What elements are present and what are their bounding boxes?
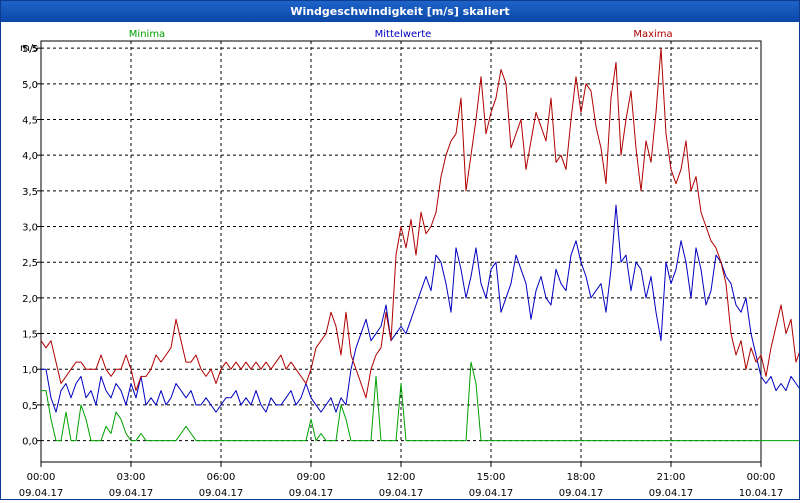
x-tick-time: 21:00	[657, 472, 686, 483]
x-tick-labels: 00:00 09.04.17 03:00 09.04.17 06:00 09.04.17 0…	[19, 472, 784, 499]
series-line-minima	[41, 361, 800, 442]
chart-area: Minima Mittelwerte Maxima m/s 0,0 0,5 1,0 1…	[1, 22, 800, 499]
x-tick-date: 10.04.17	[739, 488, 784, 499]
x-tick-date: 09.04.17	[199, 488, 244, 499]
y-tick-label: 1,0	[22, 365, 38, 376]
series-lines	[40, 47, 800, 442]
y-tick-label: 0,5	[22, 401, 38, 412]
y-tick-label: 2,5	[22, 258, 38, 269]
wind-speed-chart: Minima Mittelwerte Maxima m/s 0,0 0,5 1,0 1…	[19, 29, 800, 499]
y-tick-label: 5,5	[22, 44, 38, 55]
legend-minima: Minima	[129, 29, 165, 40]
x-tick-date: 09.04.17	[289, 488, 334, 499]
y-tick-labels: 0,0 0,5 1,0 1,5 2,0 2,5 3,0 3,5 4,0 4,5 5,0 5,5	[22, 44, 38, 447]
x-tick-time: 03:00	[117, 472, 146, 483]
x-tick-time: 15:00	[477, 472, 506, 483]
x-tick-time: 06:00	[207, 472, 236, 483]
x-tick-date: 09.04.17	[379, 488, 424, 499]
legend-maxima: Maxima	[633, 29, 672, 40]
y-tick-label: 0,0	[22, 437, 38, 448]
x-tick-date: 09.04.17	[649, 488, 694, 499]
x-tick-time: 00:00	[747, 472, 776, 483]
x-tick-date: 09.04.17	[559, 488, 604, 499]
x-tick-time: 00:00	[27, 472, 56, 483]
y-tick-label: 5,0	[22, 80, 38, 91]
y-tick-label: 4,0	[22, 151, 38, 162]
y-tick-label: 3,0	[22, 223, 38, 234]
plot-frame	[40, 40, 762, 463]
x-tick-time: 09:00	[297, 472, 326, 483]
y-tick-label: 1,5	[22, 330, 38, 341]
x-tick-date: 09.04.17	[469, 488, 514, 499]
y-tick-label: 4,5	[22, 115, 38, 126]
y-axis-unit-label: m/s	[20, 43, 38, 54]
series-line-maxima	[40, 47, 800, 399]
x-tick-time: 18:00	[567, 472, 596, 483]
y-tick-label: 2,0	[22, 294, 38, 305]
x-tick-date: 09.04.17	[109, 488, 154, 499]
window-title: Windgeschwindigkeit [m/s] skaliert	[1, 1, 799, 22]
x-tick-time: 12:00	[387, 472, 416, 483]
y-tick-label: 3,5	[22, 187, 38, 198]
x-tick-date: 09.04.17	[19, 488, 64, 499]
series-line-mittelwerte	[41, 204, 800, 413]
legend-mittelwerte: Mittelwerte	[375, 29, 432, 40]
